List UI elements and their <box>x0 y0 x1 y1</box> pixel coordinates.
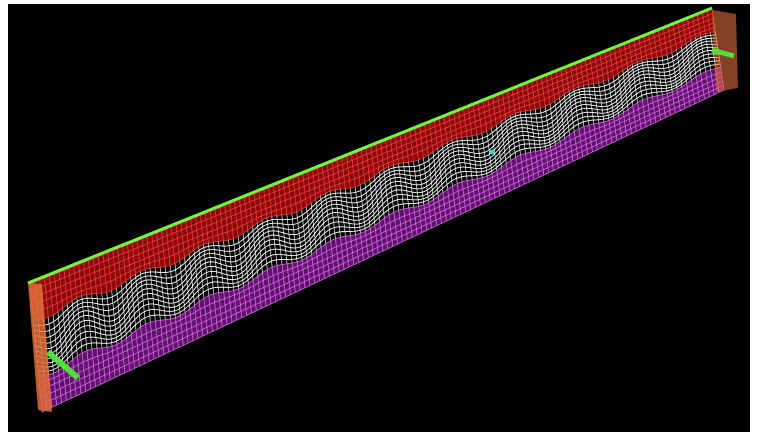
probe-point <box>490 150 495 155</box>
page: (() => { const data = JSON.parse(documen… <box>0 0 758 439</box>
mesh-view <box>0 0 758 439</box>
